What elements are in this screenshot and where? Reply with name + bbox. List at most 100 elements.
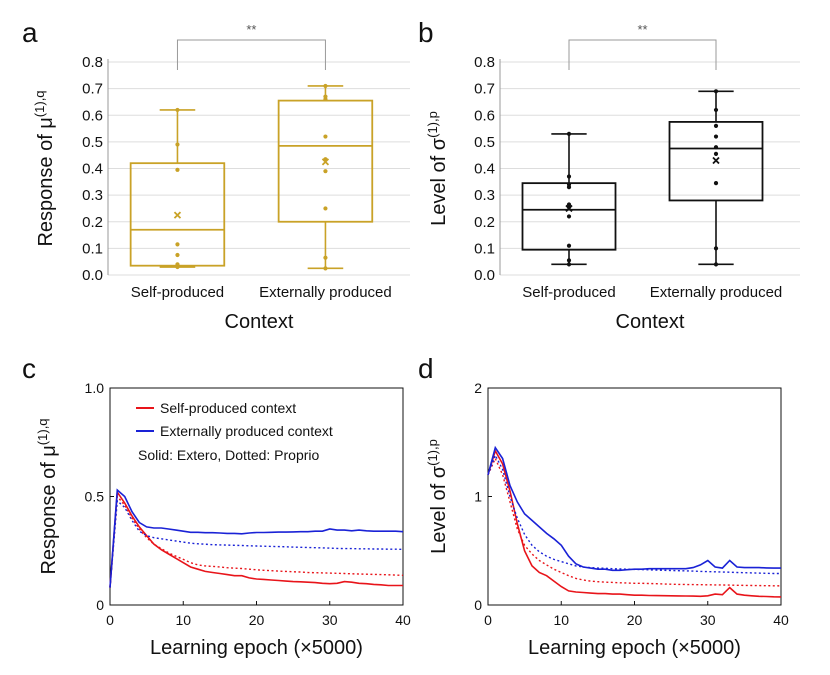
panel-letter: b [418,17,434,48]
y-tick-label: 1.0 [85,380,105,396]
series-line-red-dotted [487,456,782,587]
x-tick-label: 10 [553,612,569,628]
data-point [175,262,180,267]
y-axis-label-sup: (1),q [35,418,50,445]
y-tick-label: 0 [96,597,104,613]
data-point [323,206,328,211]
data-point [713,181,719,186]
data-point [566,258,572,263]
data-point [566,262,572,267]
data-point [323,266,328,271]
x-category-label: Self-produced [522,284,615,301]
x-tick-label: 0 [106,612,114,628]
y-tick-label: 0.4 [474,161,495,178]
mean-marker [712,156,720,165]
x-tick-label: 10 [175,612,191,628]
x-category-label: Externally produced [650,284,783,301]
y-tick-label: 0.7 [474,81,495,98]
data-point [566,202,572,207]
panel-c: c 0 10 20 30 40 0 0.5 1.0 Response of μ(1),q Learn… [22,353,411,659]
data-point [323,255,328,260]
y-tick-label: 0.0 [474,267,495,284]
data-point [175,242,180,247]
legend-label-self: Self-produced context [160,400,296,416]
y-tick-label: 0.5 [82,134,103,151]
series-line-red-solid [109,489,403,588]
x-tick-label: 20 [249,612,265,628]
x-category-label: Self-produced [131,284,224,301]
y-tick-label: 0.6 [474,107,495,124]
y-tick-label: 0 [474,597,482,613]
significance-label: ** [246,22,256,37]
data-point [713,262,719,267]
y-tick-label: 0.4 [82,161,103,178]
panel-b: b 0.0 0.1 0.2 0.3 0.4 0.5 0.6 0.7 0.8 Self-produce… [418,17,800,333]
box [668,121,764,202]
x-axis-label: Context [225,311,294,333]
y-tick-label: 0.1 [82,240,103,257]
y-axis-label-sup: (1),q [32,90,47,117]
data-point [323,134,328,139]
y-tick-label: 0.3 [82,187,103,204]
mean-marker [173,211,182,219]
series-line-red-solid [487,448,782,598]
y-tick-label: 0.2 [82,214,103,231]
data-point [566,214,572,219]
plot-frame [109,387,404,606]
legend-note: Solid: Extero, Dotted: Proprio [138,447,320,463]
series-line-blue-dotted [487,453,781,575]
x-tick-label: 40 [773,612,789,628]
significance-bracket [176,39,326,70]
y-axis-label-main: Response of μ [38,445,60,574]
x-category-label: Externally produced [259,284,392,301]
panel-d: d 0 10 20 30 40 0 1 2 Level of σ(1),p Learning epo… [418,353,789,659]
y-axis-label-main: Response of μ [35,117,57,246]
data-point [713,246,719,251]
panel-a: a 0.0 0.1 0.2 0.3 0.4 0.5 0.6 0.7 0.8 Self-produce… [22,17,410,333]
y-tick-label: 0.1 [474,240,495,257]
y-tick-label: 0.8 [474,54,495,71]
data-point [175,252,180,258]
y-axis-label-sup: (1),p [425,111,440,138]
y-tick-label: 0.6 [82,107,103,124]
mean-marker [565,204,573,213]
data-point [713,145,719,150]
y-tick-label: 0.5 [474,134,495,151]
data-point [713,134,719,139]
y-axis-label: Level of σ(1),p [425,439,450,554]
x-tick-label: 20 [627,612,643,628]
data-point [566,243,572,248]
significance-label: ** [637,22,647,37]
mean-marker [321,158,330,166]
data-point [175,107,180,113]
series-line-red-dotted [109,494,404,588]
legend: Self-produced context Externally produced… [136,400,333,463]
panel-letter: d [418,353,434,384]
data-point [713,107,719,113]
y-tick-label: 0.2 [474,214,495,231]
significance-bracket [568,39,717,70]
data-point [175,142,180,147]
y-tick-label: 1 [474,489,482,505]
series-line-blue-solid [487,445,781,572]
legend-label-ext: Externally produced context [160,423,333,439]
x-tick-label: 40 [395,612,411,628]
data-point [175,167,180,172]
y-tick-label: 0.0 [82,267,103,284]
y-tick-label: 0.8 [82,54,103,71]
y-axis-label-sup: (1),p [425,439,440,466]
x-axis-label: Context [616,311,685,333]
y-axis-label: Level of σ(1),p [425,111,450,226]
y-axis-label-main: Level of σ [428,465,450,554]
series-line-blue-dotted [109,499,404,588]
y-axis-label-main: Level of σ [428,137,450,226]
panel-letter: a [22,17,38,48]
data-point [713,89,719,94]
series-line-blue-solid [109,488,404,588]
x-tick-label: 30 [700,612,716,628]
data-point [566,174,572,179]
x-tick-label: 30 [322,612,338,628]
data-point [323,94,328,99]
data-point [323,169,328,174]
data-point [566,131,572,136]
